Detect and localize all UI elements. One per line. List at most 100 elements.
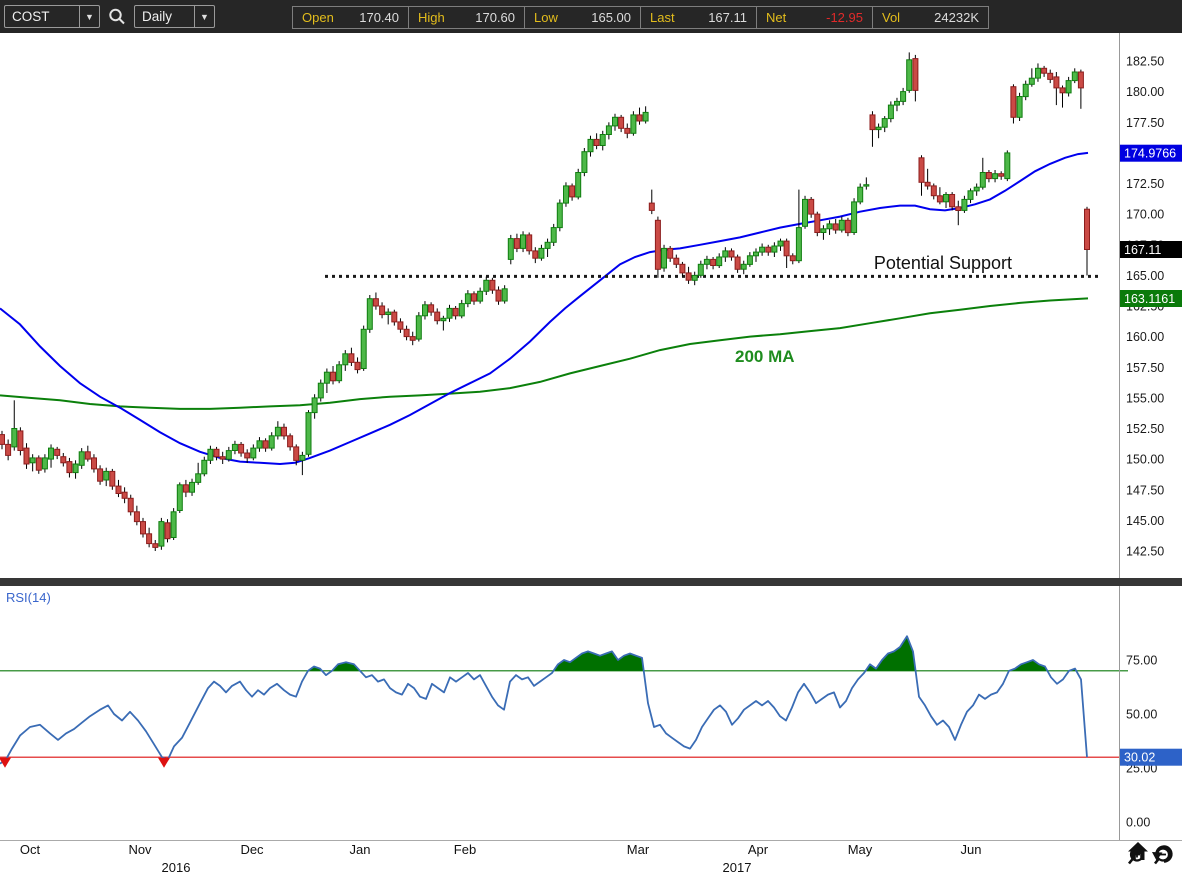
month-label: Nov: [128, 842, 152, 857]
candle-body: [366, 298, 373, 330]
ma200-price-badge: [1120, 290, 1182, 307]
stat-vol-label: Vol: [882, 10, 901, 25]
candle-body: [887, 104, 894, 120]
candle-body: [716, 256, 723, 267]
symbol-value[interactable]: COST: [12, 9, 50, 24]
candle-body: [924, 181, 931, 187]
rsi-indicator-label[interactable]: RSI(14): [6, 590, 51, 605]
price-tick-label: 182.50: [1126, 55, 1164, 69]
candle-body: [722, 250, 729, 258]
rsi-tick-label: 50.00: [1126, 708, 1157, 722]
candle-body: [422, 304, 428, 317]
candle-body: [360, 328, 367, 369]
candle-body: [581, 151, 588, 173]
candle-body: [513, 238, 520, 249]
symbol-select[interactable]: COST ▼: [4, 5, 100, 28]
candle-body: [121, 491, 128, 499]
candle-body: [691, 274, 698, 281]
panel-separator[interactable]: [0, 578, 1182, 586]
candle-body: [1084, 208, 1090, 250]
time-axis[interactable]: Oct Nov Dec Jan Feb Mar Apr May Jun 2016 2017: [20, 842, 982, 875]
symbol-dropdown-arrow-icon[interactable]: ▼: [79, 6, 99, 27]
candle-body: [1022, 83, 1029, 98]
candle-body: [127, 497, 134, 513]
candle-body: [593, 138, 600, 147]
stat-open-value: 170.40: [359, 10, 399, 25]
stat-vol: Vol 24232K: [872, 6, 989, 29]
candle-body: [176, 484, 183, 511]
toolbar: COST ▼ Daily ▼ Open 170.40 High 170.60 L…: [0, 0, 1182, 33]
zoom-in-icon[interactable]: [1127, 847, 1145, 865]
year-label: 2017: [723, 860, 752, 875]
candle-body: [1016, 96, 1023, 118]
candle-body: [146, 533, 153, 545]
month-label: Jun: [961, 842, 982, 857]
stat-low: Low 165.00: [524, 6, 641, 29]
rsi-line[interactable]: [0, 635, 1088, 765]
candle-body: [305, 412, 312, 455]
candles-layer: [0, 52, 1090, 551]
candle-body: [109, 470, 116, 487]
candle-body: [526, 234, 533, 252]
price-chart-panel[interactable]: Potential Support 200 MA 182.50 180.00 177.5…: [0, 33, 1182, 578]
candle-body: [998, 173, 1005, 177]
candle-body: [587, 138, 594, 153]
price-tick-label: 155.00: [1126, 391, 1164, 405]
candle-body: [213, 448, 220, 458]
zoom-out-icon[interactable]: [1153, 847, 1171, 865]
candle-body: [544, 241, 551, 249]
candle-body: [458, 303, 465, 317]
ma50-line[interactable]: [0, 151, 1089, 466]
candle-body: [225, 450, 232, 460]
support-annotation-label[interactable]: Potential Support: [874, 253, 1012, 273]
candle-body: [654, 219, 661, 270]
candle-body: [563, 185, 569, 204]
candle-body: [464, 293, 471, 305]
candle-body: [618, 116, 625, 129]
candle-body: [244, 452, 251, 459]
price-axis[interactable]: 182.50180.00177.50175.00172.50170.00167.…: [1119, 33, 1182, 578]
candle-body: [630, 114, 637, 134]
candle-body: [728, 250, 735, 258]
candle-body: [182, 484, 189, 493]
timeframe-value[interactable]: Daily: [142, 9, 173, 24]
month-label: Oct: [20, 842, 41, 857]
candle-body: [323, 371, 330, 384]
candle-body: [274, 426, 281, 437]
candle-body: [348, 353, 355, 363]
candle-body: [446, 307, 453, 319]
ma200-line[interactable]: [0, 297, 1089, 410]
candle-body: [642, 111, 649, 122]
stat-last: Last 167.11: [640, 6, 757, 29]
ma200-annotation-label[interactable]: 200 MA: [735, 347, 795, 366]
candle-body: [759, 246, 766, 253]
candle-body: [195, 473, 202, 483]
timeframe-dropdown-arrow-icon[interactable]: ▼: [194, 6, 214, 27]
search-button[interactable]: [105, 6, 129, 28]
candle-body: [875, 126, 882, 131]
candle-body: [164, 522, 171, 540]
stat-vol-value: 24232K: [934, 10, 979, 25]
candle-body: [1065, 80, 1072, 94]
candle-body: [710, 258, 717, 266]
candle-body: [814, 213, 821, 234]
candle-body: [78, 451, 85, 466]
candle-body: [857, 186, 864, 203]
candle-body: [11, 428, 18, 448]
year-label: 2016: [162, 860, 191, 875]
timeframe-select[interactable]: Daily ▼: [134, 5, 215, 28]
candle-body: [900, 91, 907, 102]
price-tick-label: 145.00: [1126, 514, 1164, 528]
month-label: Feb: [454, 842, 476, 857]
price-tick-label: 160.00: [1126, 330, 1164, 344]
candle-body: [207, 448, 214, 461]
candle-body: [262, 440, 269, 449]
candle-body: [471, 293, 477, 302]
stat-last-label: Last: [650, 10, 675, 25]
candle-body: [140, 521, 146, 535]
candle-body: [268, 435, 275, 449]
ma50-price-badge: [1120, 144, 1182, 162]
quote-stats: Open 170.40 High 170.60 Low 165.00 Last …: [292, 6, 989, 29]
